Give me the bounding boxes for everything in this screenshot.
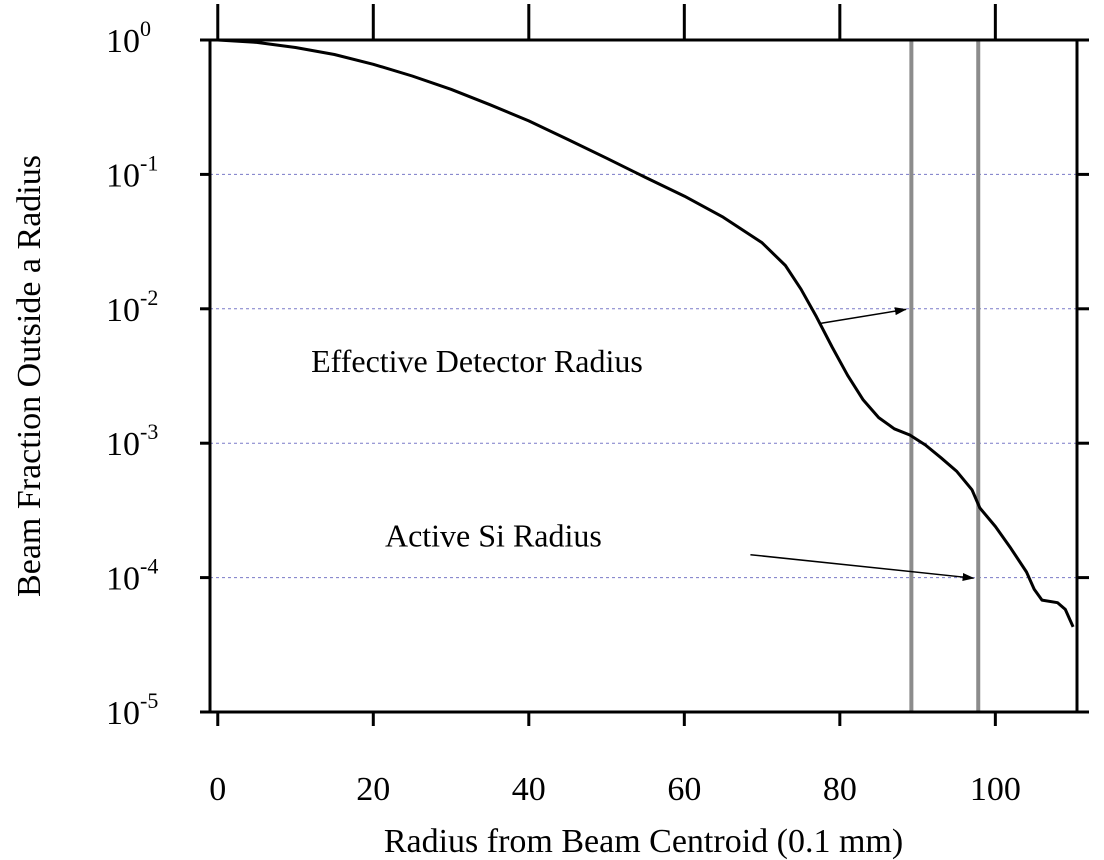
plot-frame <box>208 38 1079 714</box>
y-tick-label: 100 <box>106 16 151 60</box>
y-tick-label: 10-3 <box>106 419 158 463</box>
x-axis-title: Radius from Beam Centroid (0.1 mm) <box>384 823 903 860</box>
y-tick-label: 10-1 <box>106 150 158 194</box>
grid-lines <box>210 173 1077 579</box>
x-tick-label: 60 <box>667 771 701 808</box>
x-tick-label: 20 <box>356 771 390 808</box>
x-tick-label: 80 <box>823 771 857 808</box>
series-line <box>217 38 1075 628</box>
x-tick-label: 40 <box>512 771 546 808</box>
x-tick-label: 100 <box>970 771 1021 808</box>
reference-lines <box>909 40 981 712</box>
annotation-arrow <box>750 553 975 582</box>
annotation-label: Active Si Radius <box>385 518 602 554</box>
y-tick-label: 10-2 <box>106 285 158 329</box>
y-tick-label: 10-5 <box>106 688 158 732</box>
axis-ticks: 100 10-1 10-2 10-3 10-4 10-5 0 20 40 60 80 100 <box>106 4 1089 808</box>
y-axis-title: Beam Fraction Outside a Radius <box>11 155 48 597</box>
annotations: Effective Detector Radius Active Si Radiu… <box>311 307 975 582</box>
annotation-label: Effective Detector Radius <box>311 343 643 379</box>
annotation-arrow <box>821 307 907 325</box>
y-tick-label: 10-4 <box>106 554 158 598</box>
x-tick-label: 0 <box>209 771 226 808</box>
series-layer <box>217 38 1075 628</box>
